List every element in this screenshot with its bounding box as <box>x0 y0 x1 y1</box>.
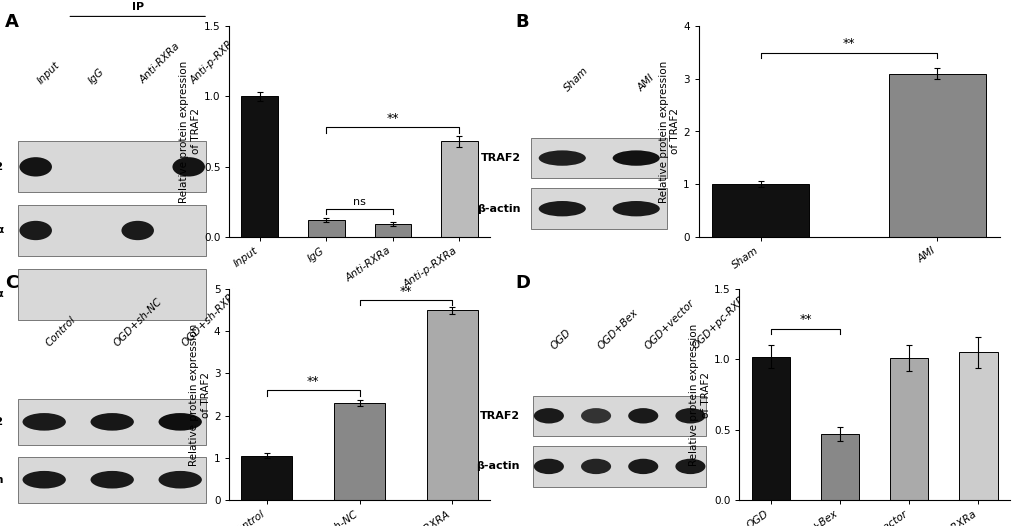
Bar <box>426 310 477 500</box>
Bar <box>890 358 927 500</box>
Bar <box>711 184 809 237</box>
Bar <box>374 224 411 237</box>
Bar <box>440 141 477 237</box>
Ellipse shape <box>91 413 133 431</box>
Ellipse shape <box>538 150 585 166</box>
Text: B: B <box>515 13 528 31</box>
Bar <box>242 456 292 500</box>
Ellipse shape <box>22 413 66 431</box>
Ellipse shape <box>675 459 705 474</box>
Y-axis label: Relative protein expression
of TRAF2: Relative protein expression of TRAF2 <box>190 323 211 466</box>
FancyBboxPatch shape <box>532 446 706 487</box>
Text: TRAF2: TRAF2 <box>480 153 521 163</box>
Text: **: ** <box>386 112 398 125</box>
Ellipse shape <box>22 471 66 489</box>
Text: TRAF2: TRAF2 <box>0 417 4 427</box>
Text: C: C <box>5 274 18 291</box>
Text: β-actin: β-actin <box>477 204 521 214</box>
Text: OGD+pc-RXRA: OGD+pc-RXRA <box>690 289 752 351</box>
Ellipse shape <box>19 285 52 304</box>
Ellipse shape <box>158 471 202 489</box>
FancyBboxPatch shape <box>531 138 666 178</box>
Text: RXRα: RXRα <box>0 226 4 236</box>
Bar <box>308 220 344 237</box>
Ellipse shape <box>19 157 52 177</box>
Ellipse shape <box>612 201 659 216</box>
Text: p-RXRα: p-RXRα <box>0 289 4 299</box>
Bar <box>820 434 858 500</box>
Text: β-actin: β-actin <box>0 474 4 485</box>
Text: Anti-RXRa: Anti-RXRa <box>138 42 181 86</box>
Text: TRAF2: TRAF2 <box>479 411 519 421</box>
Text: OGD: OGD <box>548 327 573 351</box>
FancyBboxPatch shape <box>18 399 206 445</box>
Bar <box>242 96 278 237</box>
FancyBboxPatch shape <box>18 457 206 503</box>
Text: Sham: Sham <box>561 66 590 94</box>
Ellipse shape <box>121 221 154 240</box>
Y-axis label: Relative protein expression
of TRAF2: Relative protein expression of TRAF2 <box>658 60 680 203</box>
Y-axis label: Relative protein expression
of TRAF2: Relative protein expression of TRAF2 <box>689 323 710 466</box>
Ellipse shape <box>19 221 52 240</box>
Text: Input: Input <box>36 59 62 86</box>
Ellipse shape <box>533 459 564 474</box>
Ellipse shape <box>533 408 564 423</box>
Ellipse shape <box>612 150 659 166</box>
Bar <box>959 352 997 500</box>
Text: Control: Control <box>44 315 78 348</box>
Text: A: A <box>5 13 19 31</box>
FancyBboxPatch shape <box>18 205 206 256</box>
Text: **: ** <box>799 313 811 327</box>
FancyBboxPatch shape <box>18 141 206 193</box>
Text: Anti-p-RXRa: Anti-p-RXRa <box>189 34 240 86</box>
Text: **: ** <box>307 375 319 388</box>
Ellipse shape <box>172 157 205 177</box>
Y-axis label: Relative protein expression
of TRAF2: Relative protein expression of TRAF2 <box>179 60 201 203</box>
Ellipse shape <box>581 459 610 474</box>
Ellipse shape <box>628 408 657 423</box>
Ellipse shape <box>675 408 705 423</box>
Text: β-actin: β-actin <box>476 461 519 471</box>
Text: **: ** <box>842 37 855 50</box>
Bar <box>888 74 985 237</box>
Text: OGD+sh-RXRA: OGD+sh-RXRA <box>180 287 242 348</box>
Text: AMI: AMI <box>636 73 656 94</box>
FancyBboxPatch shape <box>531 188 666 229</box>
Text: IP: IP <box>131 2 144 12</box>
Text: IgG: IgG <box>87 66 106 86</box>
Ellipse shape <box>628 459 657 474</box>
Ellipse shape <box>172 285 205 304</box>
Text: D: D <box>515 274 530 291</box>
FancyBboxPatch shape <box>18 269 206 320</box>
Text: OGD+vector: OGD+vector <box>643 298 696 351</box>
Text: **: ** <box>399 285 412 298</box>
Text: TRAF2: TRAF2 <box>0 162 4 172</box>
Text: ns: ns <box>353 197 366 207</box>
FancyBboxPatch shape <box>532 396 706 436</box>
Text: OGD+Bex: OGD+Bex <box>595 307 640 351</box>
Ellipse shape <box>158 413 202 431</box>
Text: OGD+sh-NC: OGD+sh-NC <box>112 296 164 348</box>
Ellipse shape <box>581 408 610 423</box>
Ellipse shape <box>538 201 585 216</box>
Bar <box>751 357 789 500</box>
Ellipse shape <box>91 471 133 489</box>
Bar <box>333 403 384 500</box>
